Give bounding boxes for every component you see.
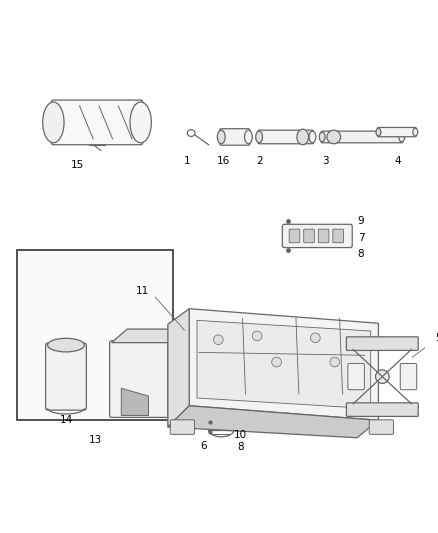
Ellipse shape: [48, 338, 85, 352]
Text: 8: 8: [237, 442, 244, 453]
Text: 15: 15: [71, 160, 84, 170]
FancyBboxPatch shape: [400, 364, 417, 390]
Ellipse shape: [327, 130, 341, 144]
Circle shape: [272, 357, 281, 367]
FancyBboxPatch shape: [51, 100, 143, 145]
Text: 10: 10: [234, 430, 247, 440]
Text: 14: 14: [60, 415, 73, 425]
Ellipse shape: [244, 130, 252, 144]
Ellipse shape: [309, 131, 316, 143]
FancyBboxPatch shape: [258, 130, 314, 144]
Text: 2: 2: [257, 156, 263, 166]
Ellipse shape: [42, 102, 64, 143]
Text: 6: 6: [201, 441, 207, 451]
FancyBboxPatch shape: [333, 229, 343, 243]
Text: 5: 5: [435, 333, 438, 343]
Text: 4: 4: [395, 156, 401, 166]
Ellipse shape: [217, 130, 225, 144]
FancyBboxPatch shape: [170, 420, 194, 434]
FancyBboxPatch shape: [321, 131, 403, 143]
FancyBboxPatch shape: [369, 420, 393, 434]
Ellipse shape: [413, 128, 418, 136]
Ellipse shape: [319, 132, 325, 142]
Polygon shape: [121, 388, 148, 415]
FancyBboxPatch shape: [348, 364, 364, 390]
Text: 9: 9: [358, 216, 364, 227]
Polygon shape: [168, 329, 184, 415]
Ellipse shape: [297, 129, 308, 145]
Ellipse shape: [130, 102, 152, 143]
Circle shape: [252, 331, 262, 341]
Text: 8: 8: [358, 249, 364, 260]
Text: 3: 3: [322, 156, 328, 166]
FancyBboxPatch shape: [346, 403, 418, 416]
Polygon shape: [112, 329, 184, 343]
Text: 7: 7: [358, 233, 364, 243]
FancyBboxPatch shape: [378, 127, 416, 137]
FancyBboxPatch shape: [318, 229, 329, 243]
Ellipse shape: [256, 131, 262, 143]
FancyBboxPatch shape: [283, 224, 352, 248]
Circle shape: [311, 333, 320, 343]
Polygon shape: [168, 309, 189, 427]
FancyBboxPatch shape: [304, 229, 314, 243]
Text: 1: 1: [184, 156, 191, 166]
Circle shape: [213, 335, 223, 345]
Circle shape: [330, 357, 339, 367]
Bar: [18, 251, 173, 421]
Polygon shape: [197, 320, 371, 409]
Circle shape: [375, 370, 389, 383]
Text: 16: 16: [216, 156, 230, 166]
Polygon shape: [189, 309, 378, 421]
Polygon shape: [168, 406, 378, 438]
Text: 11: 11: [136, 286, 149, 296]
FancyBboxPatch shape: [289, 229, 300, 243]
FancyBboxPatch shape: [110, 341, 170, 417]
Ellipse shape: [399, 132, 405, 142]
FancyBboxPatch shape: [220, 128, 250, 145]
Ellipse shape: [376, 128, 381, 136]
FancyBboxPatch shape: [46, 343, 86, 410]
FancyBboxPatch shape: [346, 337, 418, 350]
Text: 13: 13: [88, 435, 102, 445]
